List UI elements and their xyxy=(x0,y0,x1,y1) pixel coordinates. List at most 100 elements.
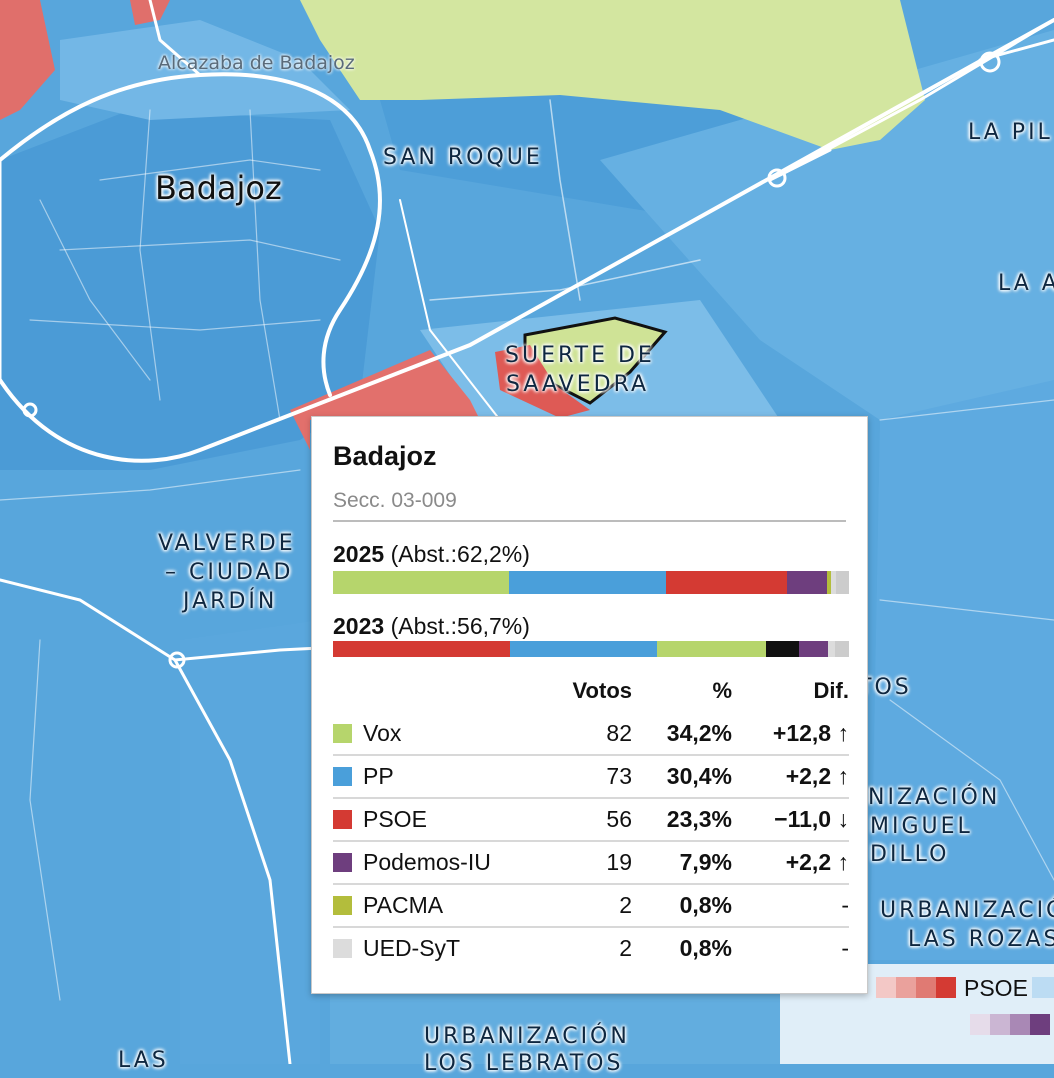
map-label-rozas-1: URBANIZACIÓ xyxy=(880,898,1054,923)
party-votos: 56 xyxy=(552,798,632,842)
party-pct: 7,9% xyxy=(632,841,732,885)
party-dif: - xyxy=(732,927,849,969)
tooltip-section: Secc. 03-009 xyxy=(333,489,457,512)
party-label: Podemos-IU xyxy=(363,849,491,875)
roundabout-4 xyxy=(22,402,38,418)
party-swatch xyxy=(333,853,352,872)
roundabout-2 xyxy=(767,168,787,188)
bar-segment-otro xyxy=(766,641,800,657)
party-dif-value: - xyxy=(841,892,849,918)
party-row: PSOE 56 23,3% −11,0 ↓ xyxy=(333,798,849,842)
party-swatch xyxy=(333,810,352,829)
map-label-suerte-1: SUERTE DE xyxy=(505,343,655,368)
party-row: PP 73 30,4% +2,2 ↑ xyxy=(333,755,849,799)
map-area-east xyxy=(600,30,1054,420)
legend-ramp-step xyxy=(896,977,916,998)
party-dif: - xyxy=(732,884,849,928)
legend-psoe-label: PSOE xyxy=(964,975,1028,1001)
party-name: PP xyxy=(333,755,552,799)
map-label-miguel-1: NIZACIÓN xyxy=(868,785,1001,810)
map-label-la-a: LA A xyxy=(998,271,1054,296)
roundabout-3 xyxy=(168,651,186,669)
bar-segment-pp xyxy=(509,571,667,594)
party-label: UED-SyT xyxy=(363,935,461,961)
party-votos: 73 xyxy=(552,755,632,799)
map-label-suerte-2: SAAVEDRA xyxy=(506,372,650,397)
map-label-valverde-3: JARDÍN xyxy=(183,589,278,614)
bar-segment-otros xyxy=(835,571,849,594)
year-2023-abst: (Abst.:56,7%) xyxy=(390,613,530,639)
bar-segment-psoe xyxy=(666,571,787,594)
party-swatch xyxy=(333,896,352,915)
map-label-alcazaba: Alcazaba de Badajoz xyxy=(158,52,355,74)
tooltip-divider xyxy=(333,520,846,522)
party-votos: 82 xyxy=(552,713,632,756)
party-row: Vox 82 34,2% +12,8 ↑ xyxy=(333,713,849,756)
map-area-psoe-suerte xyxy=(495,345,590,418)
legend-ramp-step xyxy=(936,977,956,998)
header-party xyxy=(333,669,552,713)
header-votos: Votos xyxy=(572,678,632,703)
party-pct: 34,2% xyxy=(632,713,732,756)
map-area-psoe-nw xyxy=(0,0,55,120)
party-label: PACMA xyxy=(363,892,444,918)
map-label-rozas-2: LAS ROZAS xyxy=(908,927,1054,952)
legend-ramp-step xyxy=(876,977,896,998)
header-pct: % xyxy=(712,678,732,703)
party-votos: 19 xyxy=(552,841,632,885)
party-name: PACMA xyxy=(333,884,552,928)
results-table: Votos % Dif. Vox 82 34,2% +12,8 ↑ PP 73 30,4% +… xyxy=(333,669,849,969)
header-dif: Dif. xyxy=(813,678,849,703)
party-dif: +2,2 ↑ xyxy=(732,755,849,799)
party-dif-arrow-icon: ↓ xyxy=(831,806,849,832)
legend-ramp-step xyxy=(1010,1014,1030,1035)
bar-segment-ued-syt xyxy=(828,641,835,657)
party-swatch xyxy=(333,724,352,743)
map-label-las: LAS xyxy=(118,1048,169,1073)
party-label: Vox xyxy=(363,720,402,746)
party-name: PSOE xyxy=(333,798,552,842)
party-label: PSOE xyxy=(363,806,427,832)
party-pct: 23,3% xyxy=(632,798,732,842)
party-dif-arrow-icon: ↑ xyxy=(831,763,849,789)
party-dif-arrow-icon: ↑ xyxy=(831,720,849,746)
map-label-badajoz: Badajoz xyxy=(155,169,282,207)
party-row: PACMA 2 0,8% - xyxy=(333,884,849,928)
party-dif-value: +2,2 xyxy=(785,849,832,875)
results-bar-2023 xyxy=(333,641,849,657)
map-label-lebratos-1: URBANIZACIÓN xyxy=(424,1024,630,1049)
bar-segment-otros xyxy=(834,641,849,657)
bar-segment-pacma xyxy=(827,571,832,594)
map-label-miguel-2: MIGUEL xyxy=(870,814,973,839)
party-dif: −11,0 ↓ xyxy=(732,798,849,842)
map-label-la-pil: LA PIL xyxy=(968,120,1053,145)
bar-segment-ued-syt xyxy=(831,571,836,594)
party-pct: 0,8% xyxy=(632,884,732,928)
bar-segment-podemos-iu xyxy=(786,571,828,594)
tooltip-title: Badajoz xyxy=(333,441,437,471)
party-row: UED-SyT 2 0,8% - xyxy=(333,927,849,969)
map-area-vox-north xyxy=(300,0,925,150)
bar-segment-psoe xyxy=(333,641,510,657)
party-pct: 0,8% xyxy=(679,935,732,961)
bar-segment-pp xyxy=(509,641,657,657)
party-dif-arrow-icon: ↑ xyxy=(831,849,849,875)
year-2023-header: 2023 (Abst.:56,7%) xyxy=(333,613,530,640)
bar-segment-podemos-iu xyxy=(799,641,829,657)
party-swatch xyxy=(333,939,352,958)
legend-ramp-step xyxy=(1030,1014,1050,1035)
bar-segment-vox xyxy=(333,571,510,594)
party-dif: +12,8 ↑ xyxy=(732,713,849,756)
map-area-alcazaba xyxy=(60,20,350,120)
bar-segment-vox xyxy=(656,641,767,657)
year-2025-header: 2025 (Abst.:62,2%) xyxy=(333,541,530,568)
party-votos: 2 xyxy=(619,935,632,961)
legend-psoe-ramp xyxy=(876,977,956,998)
party-name: UED-SyT xyxy=(333,927,552,969)
party-dif-value: +12,8 xyxy=(772,720,832,746)
map-label-valverde-2: – CIUDAD xyxy=(165,560,294,585)
section-tooltip: Badajoz Secc. 03-009 2025 (Abst.:62,2%) … xyxy=(311,416,868,994)
year-2025-abst: (Abst.:62,2%) xyxy=(390,541,530,567)
map-area-lebratos xyxy=(330,980,780,1064)
